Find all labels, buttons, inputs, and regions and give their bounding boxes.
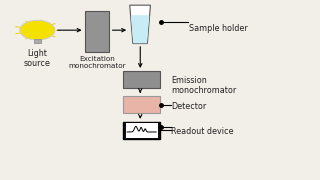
Circle shape <box>20 20 55 40</box>
Text: Excitation
monochromator: Excitation monochromator <box>68 56 126 69</box>
Bar <box>125 123 158 138</box>
Bar <box>85 10 109 53</box>
Text: Detector: Detector <box>171 102 206 111</box>
Polygon shape <box>130 5 150 44</box>
Text: Readout device: Readout device <box>171 127 234 136</box>
Bar <box>123 122 160 139</box>
Bar <box>123 71 160 88</box>
Text: Emission
monochromator: Emission monochromator <box>171 76 236 95</box>
Text: Sample holder: Sample holder <box>189 24 247 33</box>
Polygon shape <box>132 16 148 43</box>
Bar <box>123 96 160 113</box>
Bar <box>34 39 41 43</box>
Text: Light
source: Light source <box>24 49 51 68</box>
